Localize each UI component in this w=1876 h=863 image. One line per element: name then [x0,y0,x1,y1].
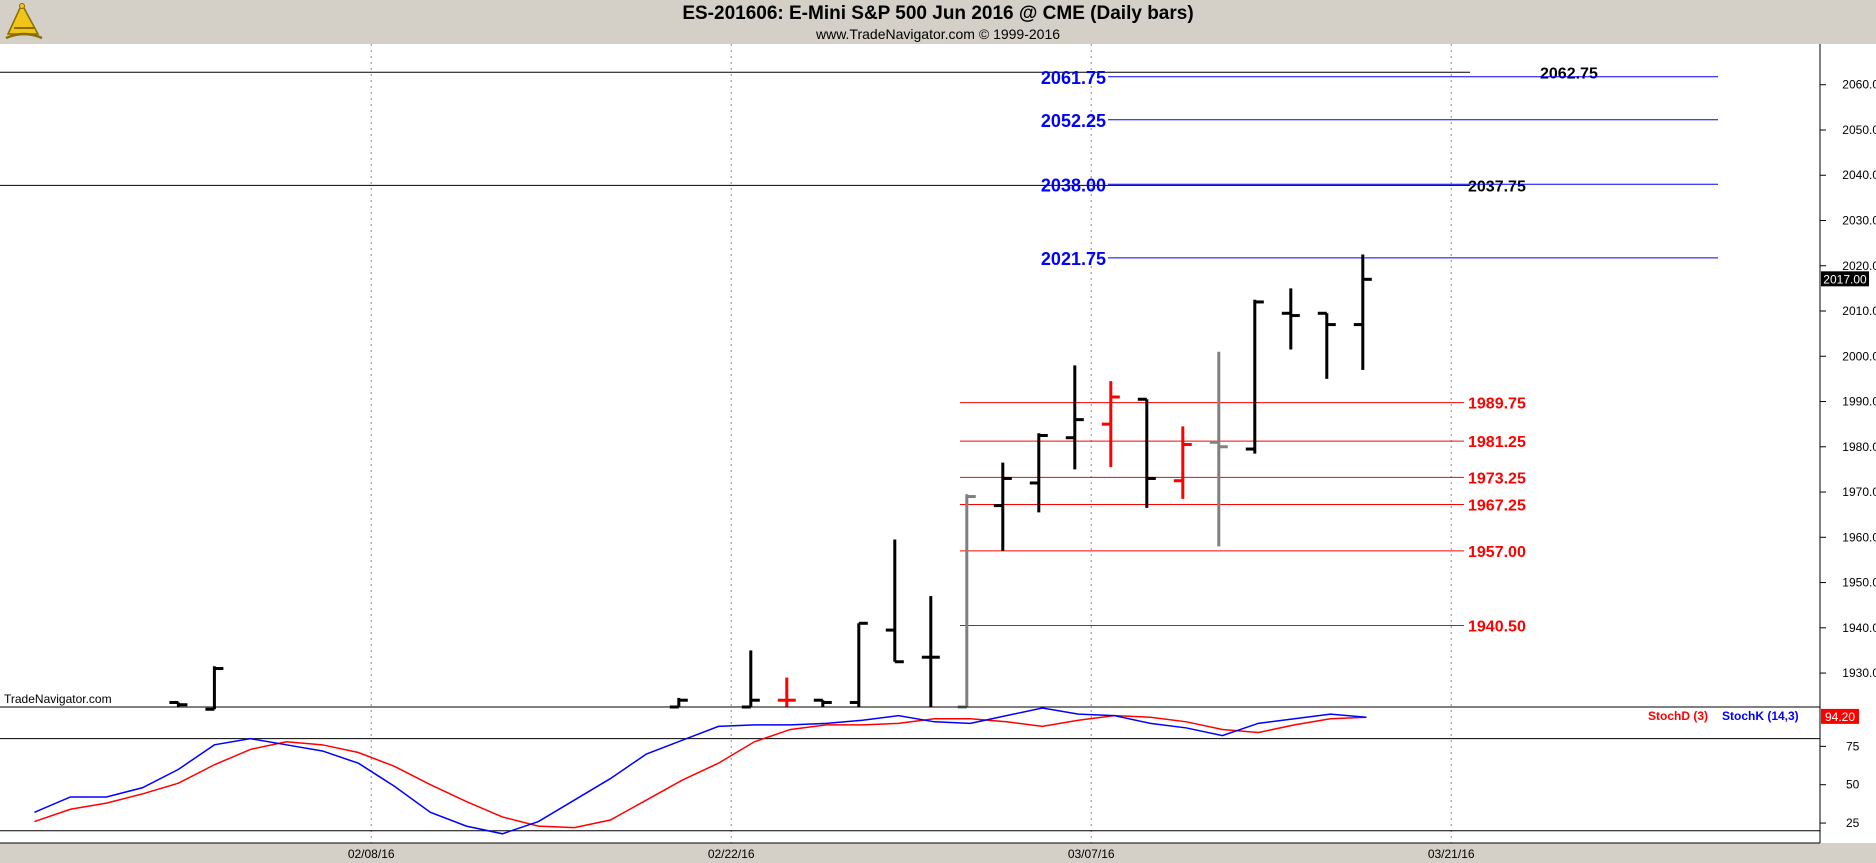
resistance-label: 2021.75 [1041,249,1106,269]
last-price-label: 2017.00 [1823,272,1867,286]
support-label: 1967.25 [1468,497,1526,514]
price-tick-label: 2020.00 [1842,259,1876,273]
price-tick-label: 1950.00 [1842,576,1876,590]
last-price-box [1821,271,1869,287]
date-tick-label: 02/08/16 [348,847,395,861]
support-label: 1973.25 [1468,470,1526,487]
chart-subtitle: www.TradeNavigator.com © 1999-2016 [815,26,1061,42]
price-bars [169,254,1372,711]
stoch-line [34,707,1367,835]
support-label: 1981.25 [1468,434,1526,451]
date-tick-label: 03/07/16 [1068,847,1115,861]
level-lines: 2062.75 2037.75 2061.75 2052.25 2038.00 2021.… [0,65,1718,636]
stoch-tick-label: 75 [1846,739,1860,753]
resistance-label: 2038.00 [1041,175,1106,195]
stoch-tick-label: 50 [1846,778,1860,792]
price-tick-label: 1980.00 [1842,440,1876,454]
price-tick-label: 1990.00 [1842,395,1876,409]
price-tick-label: 2030.00 [1842,213,1876,227]
support-label: 1989.75 [1468,396,1526,413]
price-tick-label: 2060.00 [1842,78,1876,92]
price-tick-label: 2050.00 [1842,123,1876,137]
date-tick-label: 02/22/16 [708,847,755,861]
resistance-label: 2052.25 [1041,111,1106,131]
date-tick-label: 03/21/16 [1428,847,1475,861]
watermark-text: TradeNavigator.com [4,692,112,706]
x-axis-band [0,843,1876,863]
stoch-d-legend: StochD (3) [1648,709,1708,723]
grid-lines [370,44,1452,843]
stoch-tick-label: 25 [1846,816,1860,830]
resistance-label: 2061.75 [1041,68,1106,88]
stoch-last-box [1821,708,1859,724]
axes: 1930.00 1940.00 1950.00 1960.00 1970.00 1980.… [0,44,1876,863]
price-tick-label: 1940.00 [1842,621,1876,635]
stochastic-panel: 25 50 75 StochD (3) StochK (14,3) 94.20 [0,707,1860,835]
stoch-line [34,714,1367,829]
price-tick-label: 1960.00 [1842,530,1876,544]
prior-level-label: 2062.75 [1540,65,1598,82]
trade-navigator-logo-icon [4,2,44,42]
stoch-k-legend: StochK (14,3) [1722,709,1799,723]
price-tick-label: 2040.00 [1842,168,1876,182]
support-label: 1957.00 [1468,544,1526,561]
chart-title: ES-201606: E-Mini S&P 500 Jun 2016 @ CME… [682,3,1194,24]
price-tick-label: 1970.00 [1842,485,1876,499]
price-tick-label: 1930.00 [1842,666,1876,680]
support-label: 1940.50 [1468,619,1526,636]
price-tick-label: 2000.00 [1842,349,1876,363]
chart-header: ES-201606: E-Mini S&P 500 Jun 2016 @ CME… [0,0,1876,44]
price-tick-label: 2010.00 [1842,304,1876,318]
prior-level-label: 2037.75 [1468,178,1526,195]
stoch-last-label: 94.20 [1825,710,1855,724]
